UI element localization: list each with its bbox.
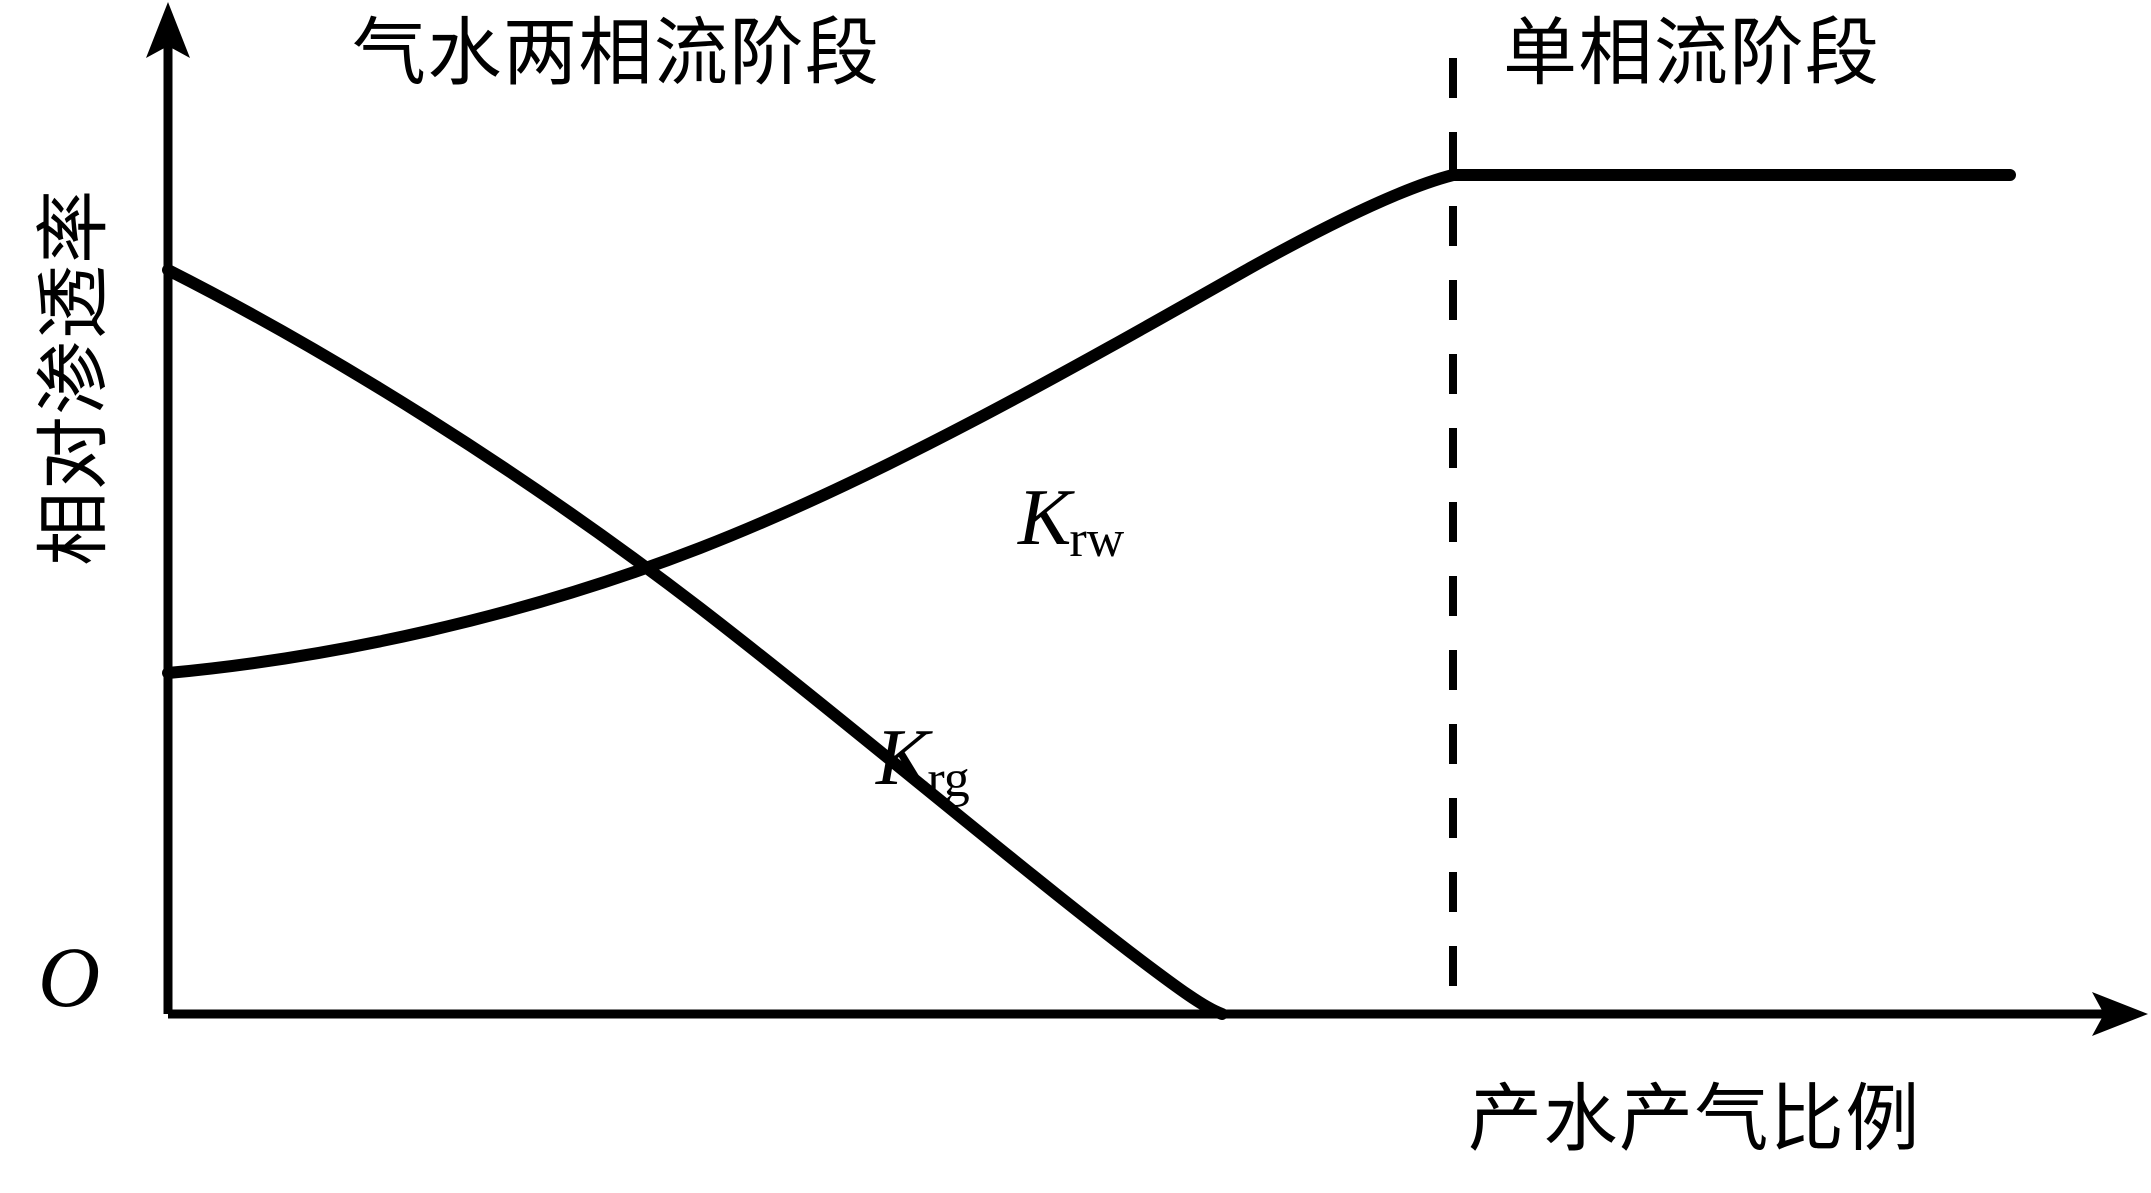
y-axis-title: 相对渗透率 [31, 188, 117, 566]
y-axis-arrowhead [146, 2, 190, 58]
stage-label-single-phase-flow: 单相流阶段 [1503, 10, 1881, 96]
curve-label-krw: Krw [1018, 478, 1126, 566]
x-axis-arrowhead [2092, 992, 2148, 1036]
curve-label-krg-symbol: K [876, 714, 930, 802]
krw-curve [162, 169, 1459, 679]
curve-label-krg-subscript: rg [927, 751, 970, 808]
curve-label-krw-symbol: K [1018, 474, 1072, 562]
krg-curve [162, 264, 1228, 1020]
curve-label-krw-subscript: rw [1069, 511, 1125, 568]
stage-label-two-phase-flow: 气水两相流阶段 [352, 10, 881, 96]
origin-label: O [38, 929, 101, 1025]
curve-label-krg: Krg [876, 718, 972, 806]
x-axis-title: 产水产气比例 [1468, 1076, 1921, 1162]
